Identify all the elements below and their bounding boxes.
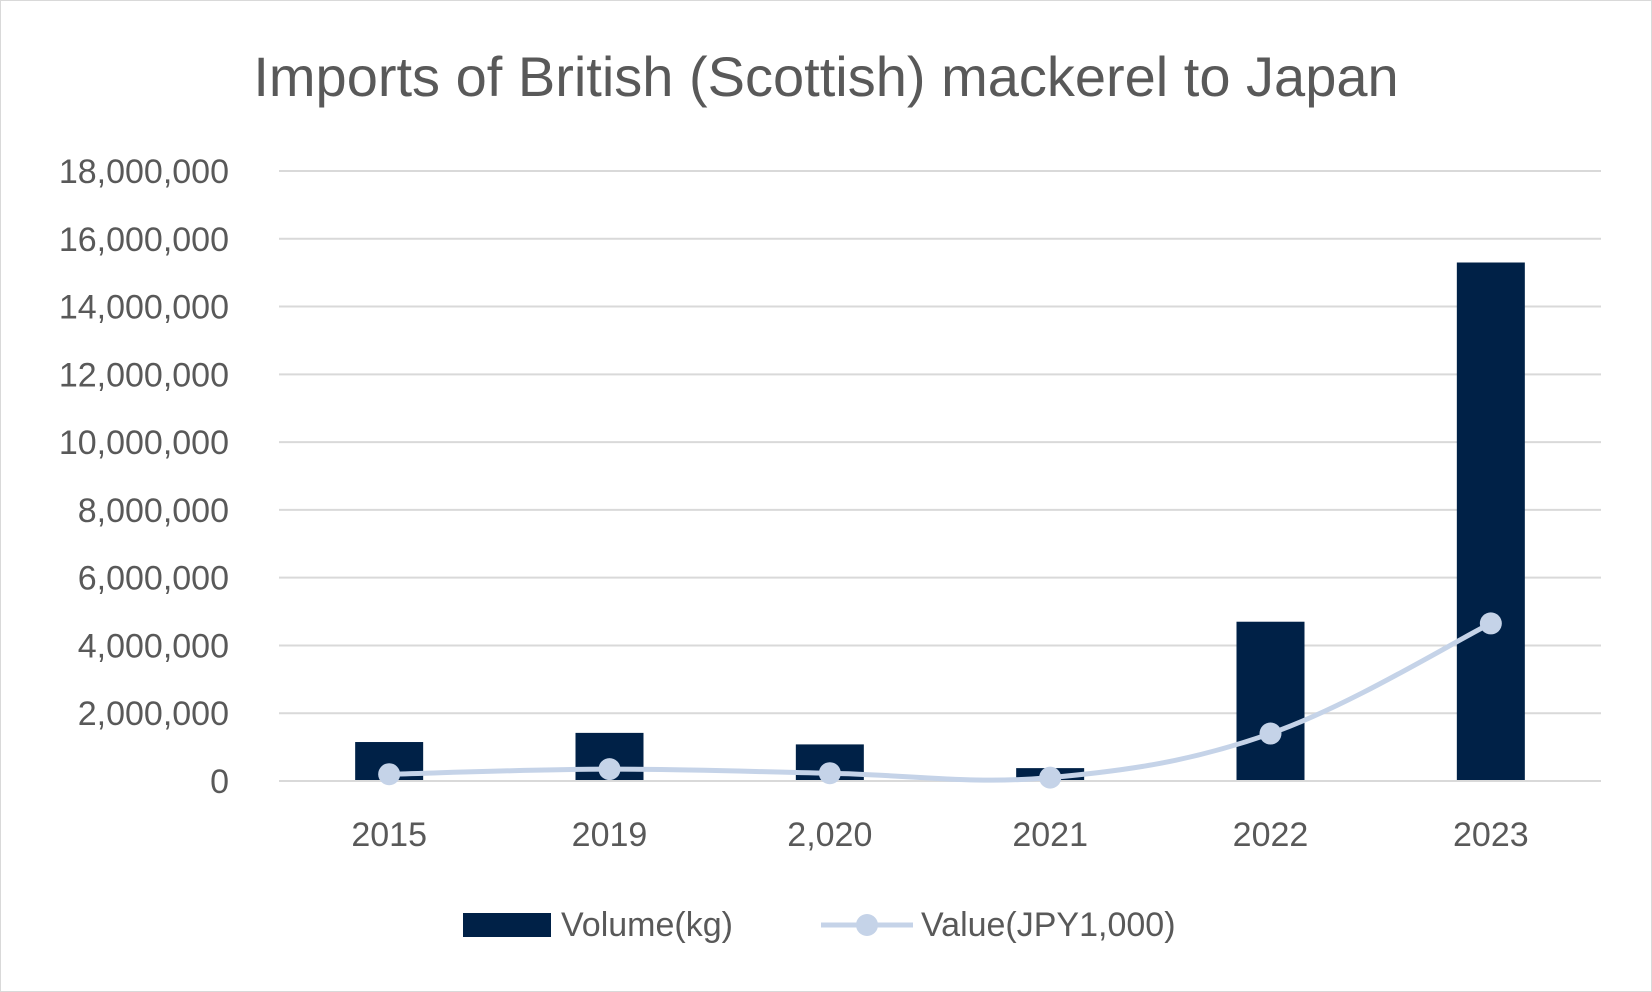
point-value [1479,612,1502,635]
y-axis-tick-labels: 0 2,000,000 4,000,000 6,000,000 8,000,000 10,… [59,153,229,801]
y-tick-label: 12,000,000 [59,356,229,394]
x-tick-label: 2022 [1233,816,1309,854]
point-value [1039,766,1062,789]
x-tick-label: 2015 [351,816,427,854]
legend-label-volume: Volume(kg) [561,906,733,944]
point-value [818,762,841,785]
legend: Volume(kg) Value(JPY1,000) [463,906,1176,944]
y-tick-label: 14,000,000 [59,289,229,327]
y-tick-label: 10,000,000 [59,424,229,462]
y-tick-label: 6,000,000 [78,560,229,598]
y-tick-label: 2,000,000 [78,695,229,733]
point-value [378,763,401,786]
legend-label-value: Value(JPY1,000) [921,906,1176,944]
line-value [389,621,1492,783]
legend-swatch-value-marker [856,914,878,936]
x-axis-tick-labels: 2015 2019 2,020 2021 2022 2023 [351,816,1528,854]
point-value [1259,722,1282,745]
x-tick-label: 2021 [1012,816,1088,854]
y-tick-label: 4,000,000 [78,627,229,665]
bar-volume [1236,621,1305,781]
chart-title: Imports of British (Scottish) mackerel t… [253,45,1398,108]
legend-swatch-volume [463,913,551,937]
bar-volume [1456,262,1525,781]
value-line-series [378,612,1502,789]
x-tick-label: 2,020 [787,816,872,854]
y-tick-label: 8,000,000 [78,492,229,530]
x-tick-label: 2019 [572,816,648,854]
x-tick-label: 2023 [1453,816,1529,854]
y-tick-label: 0 [210,763,229,801]
volume-bars [355,262,1525,781]
y-tick-label: 16,000,000 [59,221,229,259]
y-tick-label: 18,000,000 [59,153,229,191]
gridlines [279,170,1601,715]
point-value [598,758,621,781]
